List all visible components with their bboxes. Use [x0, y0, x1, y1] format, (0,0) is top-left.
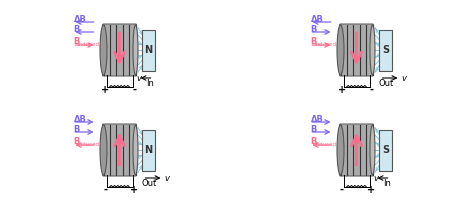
Ellipse shape — [100, 25, 107, 75]
Text: -: - — [369, 85, 373, 95]
Ellipse shape — [337, 25, 344, 75]
Text: v: v — [164, 174, 170, 183]
Text: N: N — [145, 45, 153, 55]
Ellipse shape — [100, 125, 107, 175]
Text: S: S — [382, 45, 389, 55]
Text: B: B — [73, 138, 80, 146]
Ellipse shape — [337, 125, 344, 175]
Text: B: B — [310, 138, 317, 146]
Text: v: v — [374, 174, 379, 183]
Text: In: In — [383, 180, 392, 188]
Text: -: - — [340, 185, 344, 195]
FancyBboxPatch shape — [142, 29, 155, 71]
FancyBboxPatch shape — [142, 130, 155, 170]
Ellipse shape — [370, 25, 375, 75]
FancyBboxPatch shape — [339, 24, 374, 76]
Text: +: + — [338, 85, 346, 95]
Ellipse shape — [370, 125, 375, 175]
Text: +: + — [101, 85, 109, 95]
Text: ΔB: ΔB — [73, 114, 86, 123]
Text: Out: Out — [379, 79, 394, 88]
Text: N: N — [145, 145, 153, 155]
Ellipse shape — [133, 125, 138, 175]
FancyBboxPatch shape — [102, 24, 137, 76]
Text: B: B — [310, 24, 317, 33]
Text: v: v — [137, 74, 142, 83]
Text: Induced: Induced — [78, 142, 100, 147]
Text: -: - — [103, 185, 107, 195]
Text: B: B — [73, 124, 80, 134]
Text: Induced: Induced — [315, 142, 337, 147]
Text: B: B — [310, 38, 317, 46]
Text: v: v — [401, 74, 407, 83]
Ellipse shape — [133, 25, 138, 75]
Text: ΔB: ΔB — [310, 15, 323, 23]
FancyBboxPatch shape — [102, 124, 137, 176]
Text: Induced: Induced — [315, 42, 337, 47]
FancyBboxPatch shape — [379, 29, 392, 71]
Text: B: B — [310, 124, 317, 134]
Text: S: S — [382, 145, 389, 155]
Text: -: - — [132, 85, 136, 95]
Text: ΔB: ΔB — [73, 15, 86, 23]
FancyBboxPatch shape — [379, 130, 392, 170]
Text: Induced: Induced — [78, 42, 100, 47]
Text: +: + — [130, 185, 138, 195]
Text: Out: Out — [142, 180, 157, 188]
Text: +: + — [367, 185, 375, 195]
Text: B: B — [73, 38, 80, 46]
Text: ΔB: ΔB — [310, 114, 323, 123]
FancyBboxPatch shape — [339, 124, 374, 176]
Text: B: B — [73, 24, 80, 33]
Text: In: In — [146, 79, 155, 88]
